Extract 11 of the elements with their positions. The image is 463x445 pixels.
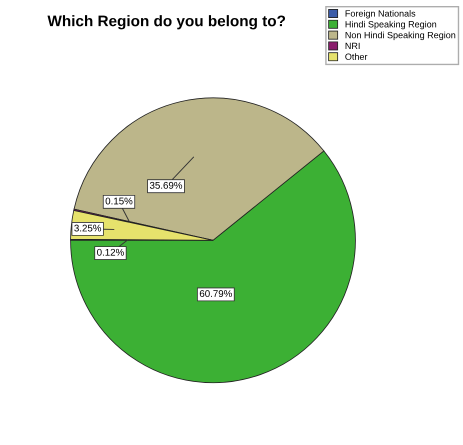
- legend-label: NRI: [346, 42, 360, 50]
- legend-label: Hindi Speaking Region: [346, 20, 436, 30]
- legend-label: Non Hindi Speaking Region: [346, 32, 456, 40]
- data-label: 0.15%: [106, 198, 132, 204]
- text: Which Region do you belong to?: [47, 15, 286, 30]
- legend-label: Other: [345, 53, 368, 60]
- data-label: 35.69%: [150, 182, 182, 189]
- legend-label: Foreign Nationals: [346, 10, 416, 18]
- data-label: 0.12%: [97, 248, 124, 256]
- data-label: 3.25%: [74, 224, 102, 232]
- data-label: 60.79%: [200, 290, 232, 298]
